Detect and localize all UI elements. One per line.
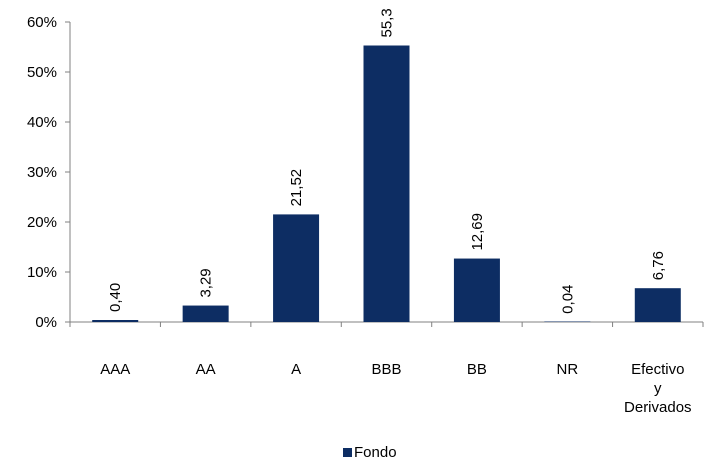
category-label: AA [196, 361, 216, 378]
category-label: BBB [371, 361, 401, 378]
y-axis-ticks: 0% 10% 20% 30% 40% 50% 60% [27, 14, 70, 331]
data-label: 6,76 [650, 251, 667, 280]
bar-aaa [92, 320, 139, 322]
bar-aa [182, 305, 229, 322]
y-tick-label: 0% [35, 314, 57, 331]
category-label: NR [557, 361, 579, 378]
legend: Fondo [343, 444, 397, 461]
y-tick-label: 50% [27, 64, 57, 81]
category-label: A [291, 361, 301, 378]
data-labels: 0,40 3,29 21,52 55,3 12,69 0,04 6,76 [107, 8, 667, 314]
y-tick-label: 30% [27, 164, 57, 181]
data-label: 21,52 [288, 169, 305, 207]
y-tick-label: 10% [27, 264, 57, 281]
data-label: 0,40 [107, 283, 124, 312]
y-tick-label: 20% [27, 214, 57, 231]
bar-bb [453, 258, 500, 322]
bar-nr [544, 321, 591, 322]
data-label: 0,04 [559, 285, 576, 314]
category-label: Efectivo y Derivados [624, 361, 692, 416]
data-label: 12,69 [469, 213, 486, 251]
bar-efectivo-y-derivados [634, 288, 681, 322]
bars [92, 45, 681, 322]
data-label: 3,29 [198, 268, 215, 297]
y-tick-label: 40% [27, 114, 57, 131]
legend-label-fondo: Fondo [354, 444, 397, 461]
category-labels: AAA AA A BBB BB NR Efectivo y Derivados [100, 361, 691, 416]
category-label: AAA [100, 361, 130, 378]
data-label: 55,3 [379, 8, 396, 37]
bar-bbb [363, 45, 410, 322]
bar-a [273, 214, 320, 322]
y-tick-label: 60% [27, 14, 57, 31]
legend-swatch-fondo [343, 448, 352, 457]
category-label: BB [467, 361, 487, 378]
